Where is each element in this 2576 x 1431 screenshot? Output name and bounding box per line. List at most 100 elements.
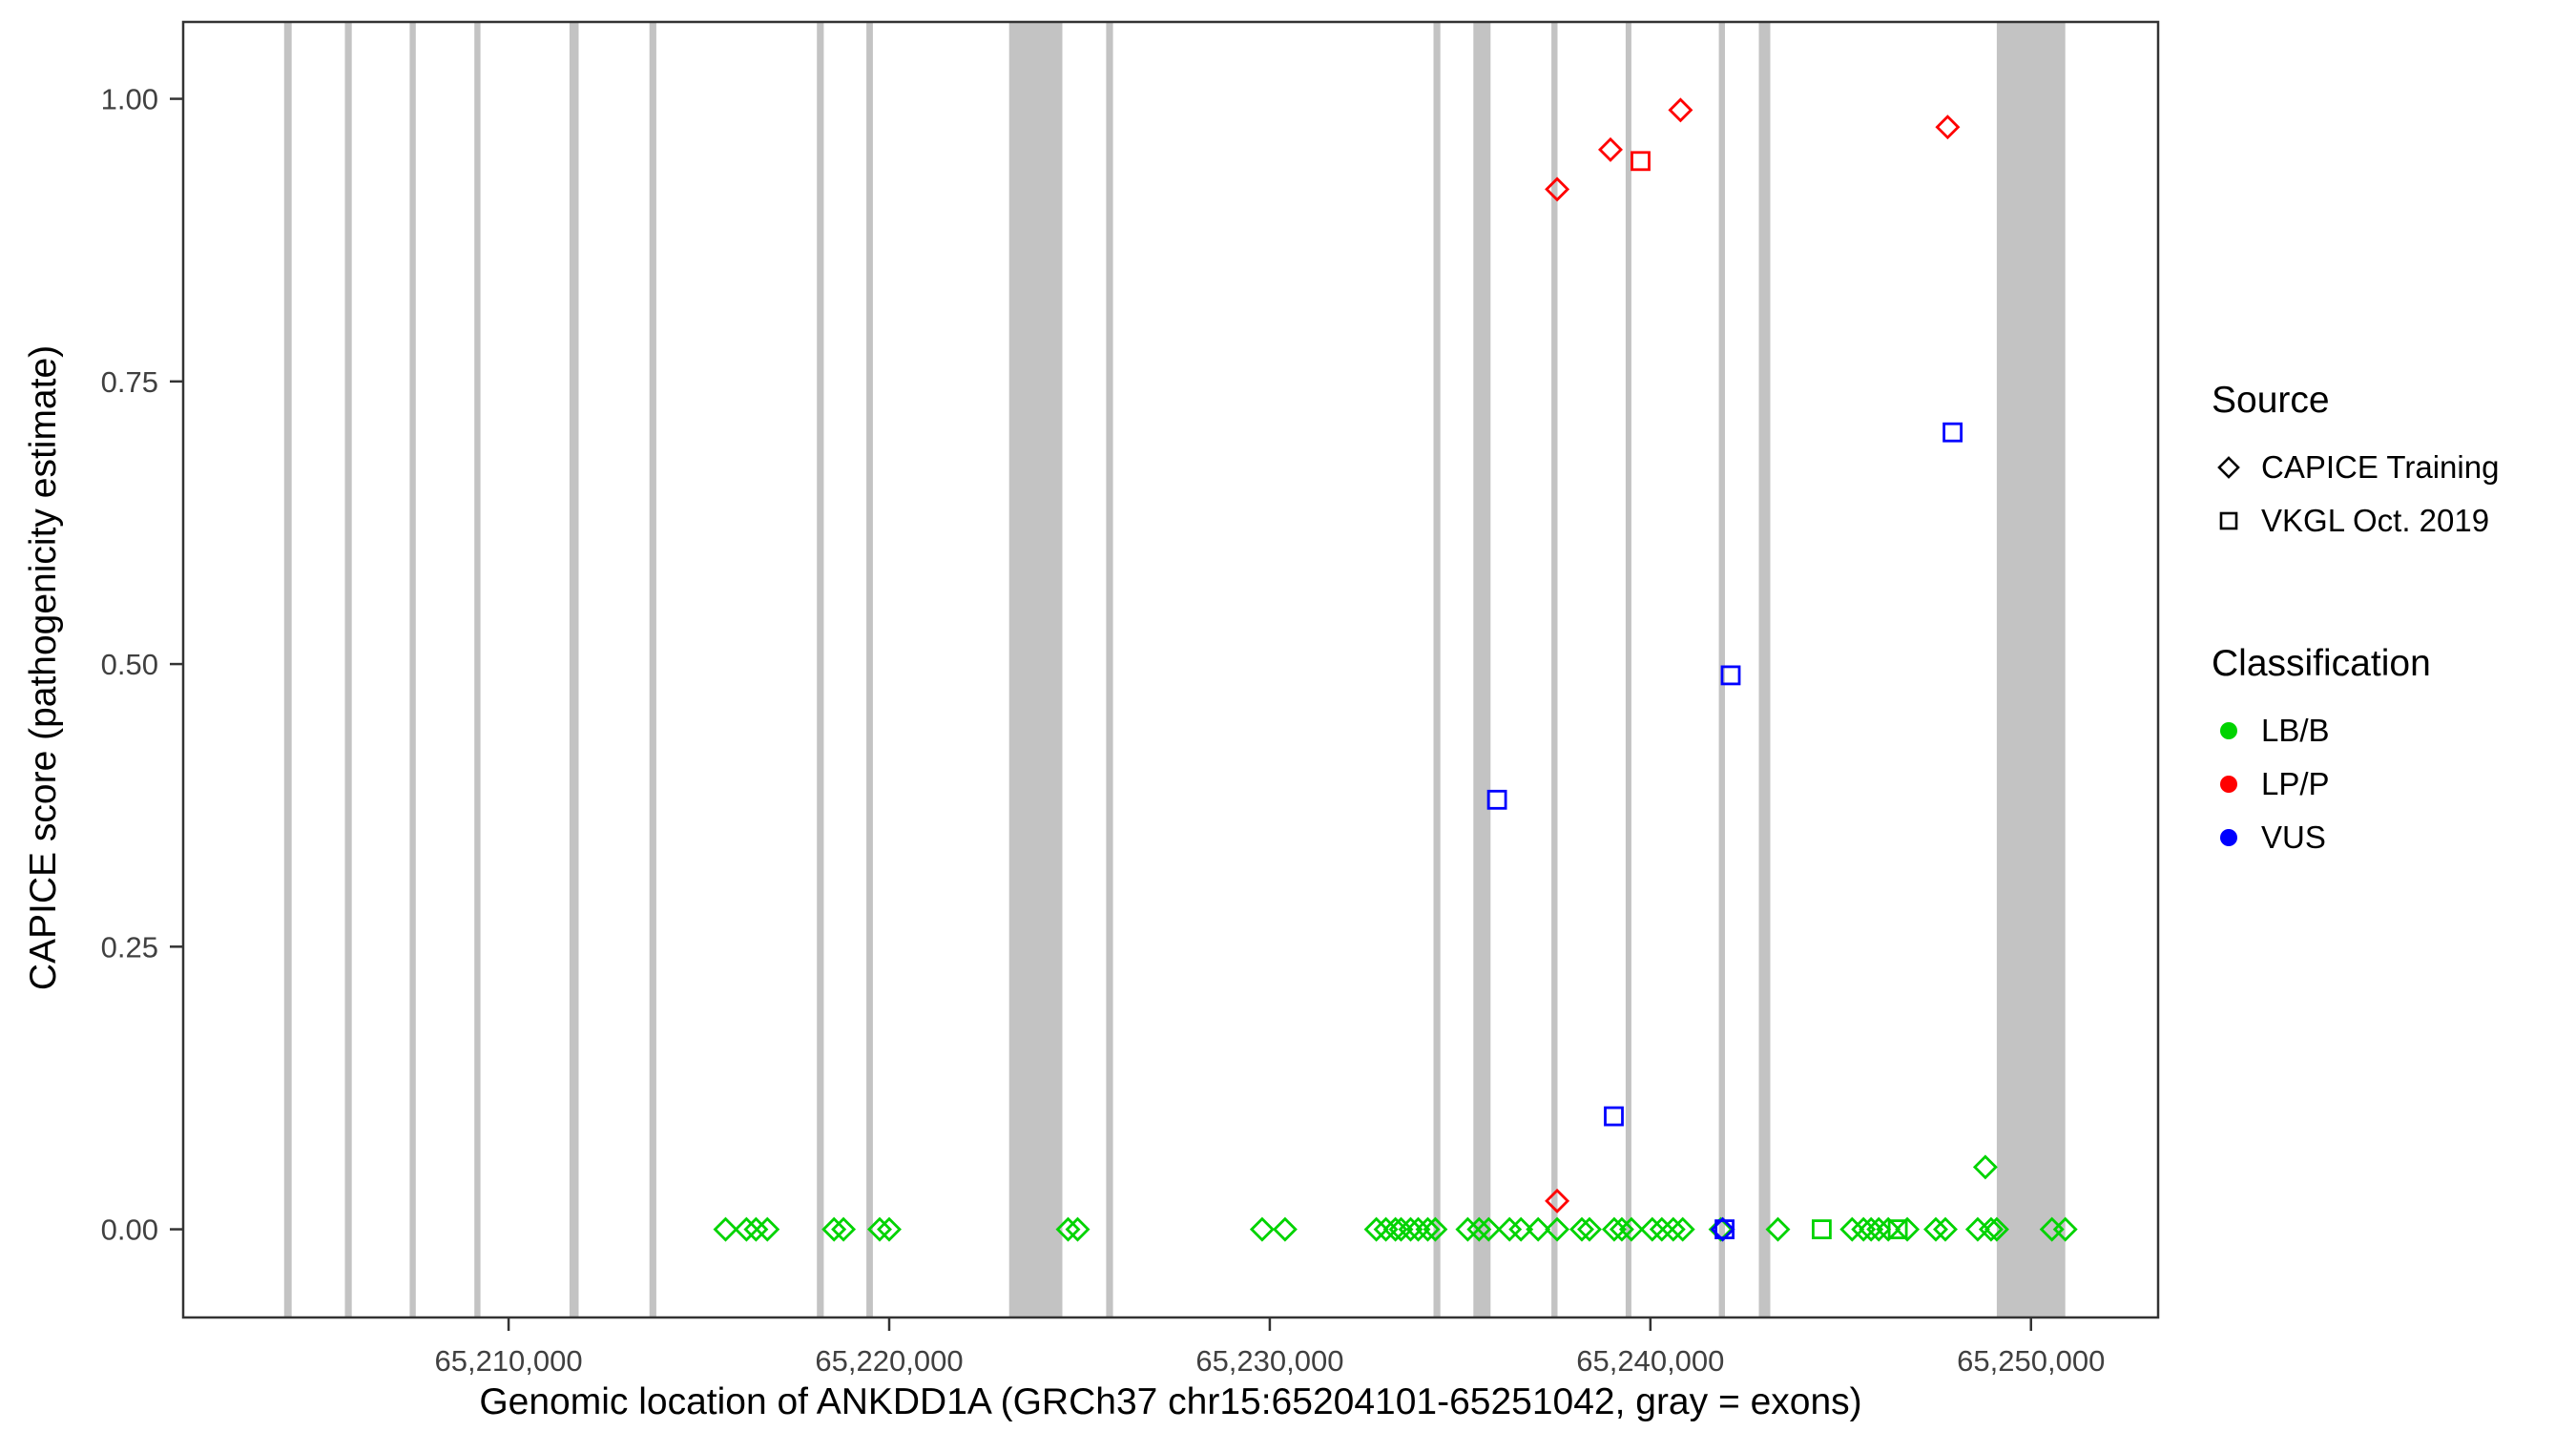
exon-bar: [1551, 22, 1558, 1317]
data-point-square: [1631, 151, 1651, 172]
data-point-diamond: [1935, 114, 1961, 140]
data-point-diamond: [1545, 1188, 1570, 1213]
exon-bar: [569, 22, 579, 1317]
data-point-diamond: [821, 1216, 847, 1242]
data-point-diamond: [755, 1216, 780, 1242]
data-point-diamond: [734, 1216, 759, 1242]
legend-spacer: [2212, 548, 2574, 643]
data-point-diamond: [1476, 1216, 1502, 1242]
exon-bar: [1008, 22, 1063, 1317]
data-point-diamond: [1839, 1216, 1865, 1242]
data-point-diamond: [2052, 1216, 2078, 1242]
data-point-diamond: [1668, 97, 1693, 123]
data-point-diamond: [1895, 1216, 1921, 1242]
data-point-diamond: [713, 1216, 738, 1242]
exon-bar: [474, 22, 481, 1317]
data-point-diamond: [1660, 1216, 1686, 1242]
legend-item-vus: VUS: [2212, 811, 2574, 864]
green-dot-icon: [2220, 722, 2237, 739]
data-point-diamond: [1249, 1216, 1275, 1242]
data-point-diamond: [1670, 1216, 1695, 1242]
data-point-diamond: [1601, 1216, 1627, 1242]
data-point-diamond: [1866, 1216, 1892, 1242]
open-diamond-icon: [2217, 456, 2240, 479]
data-point-diamond: [1526, 1216, 1551, 1242]
legend-label-vkgl: VKGL Oct. 2019: [2261, 503, 2490, 538]
data-point-diamond: [1972, 1154, 1998, 1180]
x-axis-tick-label: 65,240,000: [1576, 1344, 1724, 1378]
exon-bar: [1433, 22, 1441, 1317]
open-square-icon: [2219, 511, 2238, 530]
legend-item-capice-training: CAPICE Training: [2212, 441, 2574, 494]
data-point-diamond: [1545, 1216, 1570, 1242]
data-point-diamond: [1765, 1216, 1791, 1242]
data-point-diamond: [1984, 1216, 2009, 1242]
data-point-diamond: [1933, 1216, 1958, 1242]
exon-bar: [1625, 22, 1631, 1317]
data-point-diamond: [1618, 1216, 1644, 1242]
x-axis-tick-label: 65,220,000: [815, 1344, 963, 1378]
legend-classification-title: Classification: [2212, 643, 2431, 684]
data-point-diamond: [1923, 1216, 1948, 1242]
y-axis-tick-label: 0.00: [101, 1213, 158, 1247]
data-point-square: [1942, 422, 1963, 443]
exon-bar: [649, 22, 656, 1317]
data-point-diamond: [1569, 1216, 1594, 1242]
blue-dot-icon: [2220, 829, 2237, 846]
x-axis-tick-label: 65,230,000: [1195, 1344, 1343, 1378]
data-point-square: [1604, 1106, 1624, 1127]
legend-label-lbb: LB/B: [2261, 713, 2330, 748]
y-axis-tick-label: 0.75: [101, 365, 158, 399]
x-axis-tick-label: 65,250,000: [1957, 1344, 2105, 1378]
data-point-diamond: [1710, 1216, 1735, 1242]
data-point-diamond: [1415, 1216, 1441, 1242]
data-point-diamond: [1363, 1216, 1389, 1242]
x-axis-tick-label: 65,210,000: [434, 1344, 582, 1378]
data-point-diamond: [1708, 1216, 1734, 1242]
data-point-diamond: [1649, 1216, 1674, 1242]
exon-bar: [409, 22, 416, 1317]
exon-bar: [1106, 22, 1113, 1317]
legend-source-title: Source: [2212, 380, 2330, 421]
data-point-diamond: [1065, 1216, 1091, 1242]
data-point-diamond: [831, 1216, 857, 1242]
data-point-square: [1887, 1219, 1908, 1239]
legend-item-vkgl: VKGL Oct. 2019: [2212, 494, 2574, 548]
y-axis-tick-label: 0.25: [101, 930, 158, 964]
data-point-diamond: [1055, 1216, 1081, 1242]
y-axis-tick-label: 1.00: [101, 83, 158, 116]
exon-bar: [866, 22, 873, 1317]
data-point-square: [1486, 789, 1507, 810]
data-point-diamond: [1577, 1216, 1602, 1242]
data-point-diamond: [1423, 1216, 1448, 1242]
exon-bar: [283, 22, 292, 1317]
legend-item-lpp: LP/P: [2212, 757, 2574, 811]
data-point-diamond: [1639, 1216, 1665, 1242]
exon-bar: [1996, 22, 2066, 1317]
legend-label-vus: VUS: [2261, 819, 2326, 855]
exon-bar: [344, 22, 352, 1317]
data-point-diamond: [1398, 1216, 1423, 1242]
legend-label-capice-training: CAPICE Training: [2261, 449, 2500, 485]
y-axis-tick-label: 0.50: [101, 648, 158, 681]
data-point-diamond: [1455, 1216, 1481, 1242]
data-point-diamond: [867, 1216, 892, 1242]
data-point-diamond: [1405, 1216, 1431, 1242]
data-point-diamond: [1876, 1216, 1901, 1242]
data-point-square: [1812, 1219, 1832, 1239]
data-point-diamond: [1609, 1216, 1634, 1242]
legend-item-lbb: LB/B: [2212, 704, 2574, 757]
legend: Source CAPICE Training VKGL Oct. 2019 Cl…: [2212, 380, 2574, 864]
data-point-diamond: [1272, 1216, 1298, 1242]
data-point-diamond: [1508, 1216, 1534, 1242]
x-axis-title: Genomic location of ANKDD1A (GRCh37 chr1…: [479, 1381, 1862, 1422]
data-point-diamond: [743, 1216, 769, 1242]
exon-bar: [1473, 22, 1491, 1317]
data-point-diamond: [1497, 1216, 1523, 1242]
exon-bar: [817, 22, 824, 1317]
red-dot-icon: [2220, 776, 2237, 793]
panel-border: [181, 20, 2160, 1319]
exon-bar: [1758, 22, 1771, 1317]
legend-label-lpp: LP/P: [2261, 766, 2330, 801]
data-point-square: [1720, 665, 1741, 686]
